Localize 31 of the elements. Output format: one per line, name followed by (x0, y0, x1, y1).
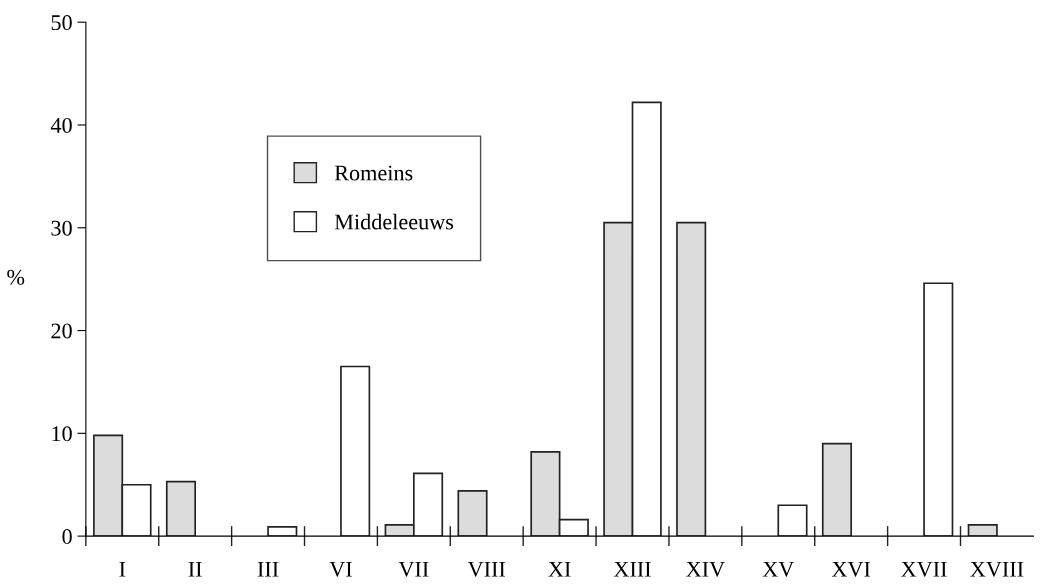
x-tick-label: I (119, 561, 126, 577)
bar (923, 282, 954, 537)
y-axis-title: % (7, 269, 25, 285)
bar (340, 365, 371, 537)
y-tick-label: 10 (52, 426, 72, 442)
y-tick-label: 20 (51, 323, 72, 339)
x-tick-label: XI (548, 561, 571, 577)
x-tick-label: VII (398, 561, 429, 577)
x-tick-label: XVII (901, 561, 947, 577)
y-tick-label: 30 (51, 220, 72, 236)
y-tick-label: 40 (50, 117, 72, 133)
bar (777, 504, 808, 537)
y-tick-label: 50 (51, 15, 72, 31)
bar (165, 480, 197, 537)
x-tick-label: XIII (613, 561, 651, 577)
x-tick-label: VIII (467, 561, 506, 577)
x-tick-label: XVI (831, 561, 871, 577)
x-tick-label: II (188, 561, 202, 577)
x-tick-label: VI (329, 561, 352, 577)
legend-label: Romeins (334, 165, 413, 181)
x-tick-label: XVIII (970, 561, 1024, 577)
bar (267, 526, 298, 537)
y-tick-label: 0 (62, 529, 72, 545)
bar (457, 490, 488, 537)
legend-label: Middeleeuws (334, 213, 454, 230)
x-tick-label: XV (762, 561, 795, 577)
x-tick-label: III (257, 561, 279, 577)
bar (967, 523, 998, 537)
bar (821, 442, 853, 537)
bar (676, 221, 707, 537)
x-tick-label: XIV (686, 561, 725, 577)
